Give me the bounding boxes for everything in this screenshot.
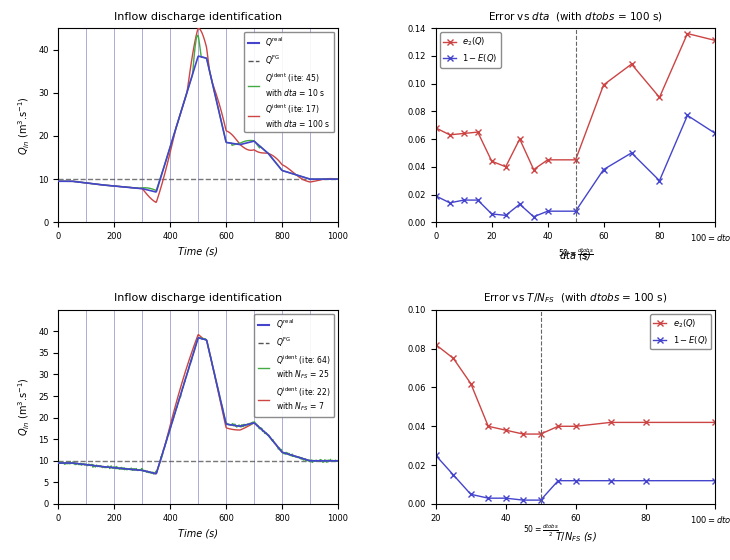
$e_2(Q)$ (502, 427, 510, 433)
$e_2(Q)$ (502, 164, 510, 170)
Legend: $Q^{\rm real}$, $Q^{\rm FG}$, $Q^{\rm ident}$ (ite: 45)
with $dta$ = 10 s, $Q^{\: $Q^{\rm real}$, $Q^{\rm FG}$, $Q^{\rm id… (244, 32, 334, 132)
$1-E(Q)$ (711, 477, 720, 484)
$1-E(Q)$ (473, 197, 482, 203)
$e_2(Q)$ (466, 380, 475, 387)
$e_2(Q)$ (554, 423, 563, 430)
Legend: $e_2(Q)$, $1-E(Q)$: $e_2(Q)$, $1-E(Q)$ (650, 314, 711, 349)
$1-E(Q)$ (554, 477, 563, 484)
$e_2(Q)$ (529, 166, 538, 173)
Text: $50=\frac{dtobs}{2}$: $50=\frac{dtobs}{2}$ (523, 523, 558, 539)
$1-E(Q)$ (484, 495, 493, 502)
$1-E(Q)$ (502, 212, 510, 219)
$e_2(Q)$ (445, 132, 454, 138)
$e_2(Q)$ (711, 419, 720, 426)
$e_2(Q)$ (431, 342, 440, 348)
$1-E(Q)$ (466, 491, 475, 498)
Y-axis label: $Q_{in}$ (m$^3$.s$^{-1}$): $Q_{in}$ (m$^3$.s$^{-1}$) (17, 377, 33, 436)
$1-E(Q)$ (445, 199, 454, 206)
Y-axis label: $Q_{in}$ (m$^3$.s$^{-1}$): $Q_{in}$ (m$^3$.s$^{-1}$) (17, 96, 33, 155)
Text: $50=\frac{dtobs}{2}$: $50=\frac{dtobs}{2}$ (558, 246, 593, 263)
X-axis label: $dta$ (s): $dta$ (s) (559, 249, 592, 262)
$e_2(Q)$ (606, 419, 615, 426)
$e_2(Q)$ (449, 355, 458, 362)
$e_2(Q)$ (431, 124, 440, 131)
$e_2(Q)$ (572, 156, 580, 163)
$e_2(Q)$ (473, 129, 482, 136)
$e_2(Q)$ (488, 158, 496, 165)
X-axis label: Time (s): Time (s) (178, 528, 218, 538)
$e_2(Q)$ (599, 82, 608, 88)
Legend: $e_2(Q)$, $1-E(Q)$: $e_2(Q)$, $1-E(Q)$ (440, 32, 501, 68)
Title: Error vs $dta$  (with $dtobs$ = 100 s): Error vs $dta$ (with $dtobs$ = 100 s) (488, 10, 663, 23)
Line: $1-E(Q)$: $1-E(Q)$ (433, 452, 718, 503)
X-axis label: $T/N_{FS}$ (s): $T/N_{FS}$ (s) (555, 530, 596, 544)
Title: Inflow discharge identification: Inflow discharge identification (114, 293, 283, 304)
$1-E(Q)$ (502, 495, 510, 502)
$e_2(Q)$ (627, 60, 636, 67)
$1-E(Q)$ (641, 477, 650, 484)
$1-E(Q)$ (519, 497, 528, 503)
$e_2(Q)$ (683, 30, 692, 37)
$e_2(Q)$ (711, 37, 720, 44)
$1-E(Q)$ (572, 477, 580, 484)
$e_2(Q)$ (572, 423, 580, 430)
$1-E(Q)$ (537, 497, 545, 503)
$e_2(Q)$ (515, 136, 524, 142)
$1-E(Q)$ (459, 197, 468, 203)
$1-E(Q)$ (488, 211, 496, 217)
Line: $e_2(Q)$: $e_2(Q)$ (433, 342, 718, 437)
$e_2(Q)$ (484, 423, 493, 430)
Title: Error vs $T/N_{FS}$  (with $dtobs$ = 100 s): Error vs $T/N_{FS}$ (with $dtobs$ = 100 … (483, 292, 668, 305)
$e_2(Q)$ (537, 431, 545, 437)
$1-E(Q)$ (572, 208, 580, 214)
$1-E(Q)$ (529, 213, 538, 220)
Title: Inflow discharge identification: Inflow discharge identification (114, 12, 283, 22)
$1-E(Q)$ (515, 201, 524, 208)
$e_2(Q)$ (641, 419, 650, 426)
$1-E(Q)$ (655, 178, 664, 184)
$e_2(Q)$ (543, 156, 552, 163)
Line: $1-E(Q)$: $1-E(Q)$ (433, 113, 718, 220)
$1-E(Q)$ (606, 477, 615, 484)
$1-E(Q)$ (449, 472, 458, 478)
$1-E(Q)$ (431, 452, 440, 459)
Line: $e_2(Q)$: $e_2(Q)$ (433, 31, 718, 172)
$1-E(Q)$ (711, 130, 720, 137)
$1-E(Q)$ (599, 166, 608, 173)
$1-E(Q)$ (543, 208, 552, 214)
X-axis label: Time (s): Time (s) (178, 246, 218, 256)
$e_2(Q)$ (519, 431, 528, 437)
$1-E(Q)$ (627, 150, 636, 156)
Legend: $Q^{\rm real}$, $Q^{\rm FG}$, $Q^{\rm ident}$ (ite: 64)
with $N_{FS}$ = 25, $Q^{: $Q^{\rm real}$, $Q^{\rm FG}$, $Q^{\rm id… (254, 314, 334, 417)
$1-E(Q)$ (431, 193, 440, 199)
$e_2(Q)$ (459, 130, 468, 137)
$1-E(Q)$ (683, 112, 692, 119)
$e_2(Q)$ (655, 94, 664, 101)
